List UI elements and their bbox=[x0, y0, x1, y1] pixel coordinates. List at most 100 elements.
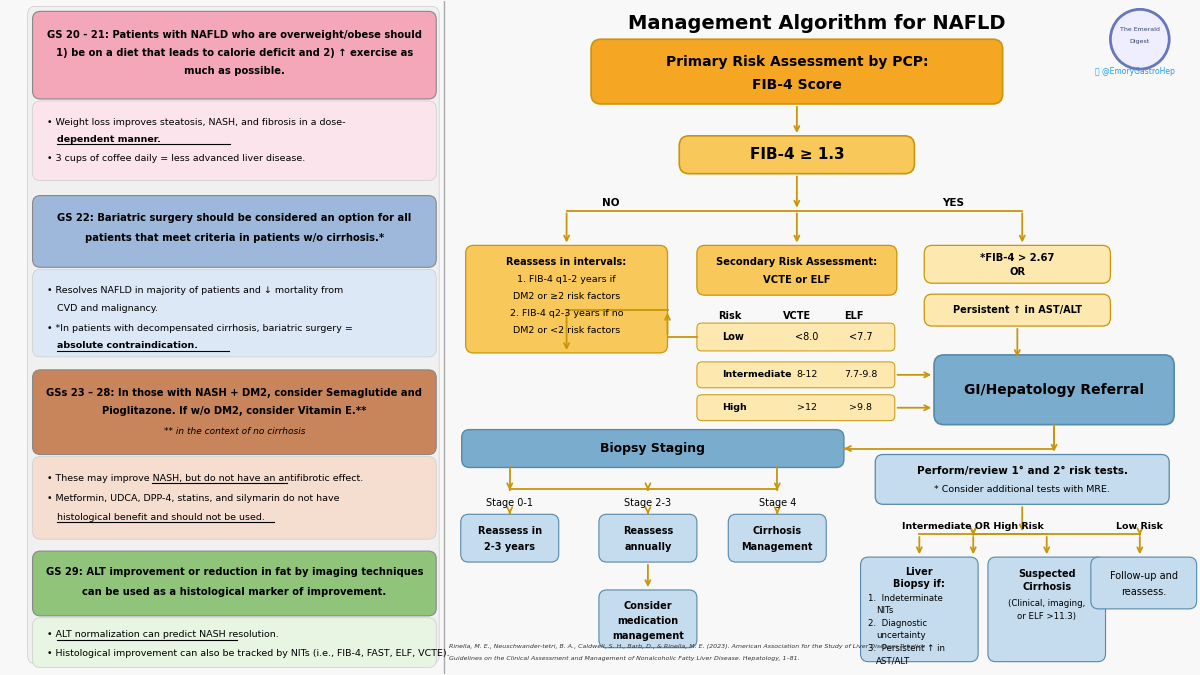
Text: • Weight loss improves steatosis, NASH, and fibrosis in a dose-: • Weight loss improves steatosis, NASH, … bbox=[47, 118, 346, 128]
Text: Suspected: Suspected bbox=[1018, 569, 1075, 579]
Text: High: High bbox=[722, 403, 748, 412]
Text: >12: >12 bbox=[797, 403, 817, 412]
Text: 8-12: 8-12 bbox=[796, 371, 817, 379]
Text: GS 22: Bariatric surgery should be considered an option for all: GS 22: Bariatric surgery should be consi… bbox=[58, 213, 412, 223]
Text: <8.0: <8.0 bbox=[794, 332, 818, 342]
FancyBboxPatch shape bbox=[697, 362, 895, 388]
Text: AST/ALT: AST/ALT bbox=[876, 656, 911, 665]
Text: NITs: NITs bbox=[876, 606, 894, 616]
Text: Biopsy Staging: Biopsy Staging bbox=[600, 442, 706, 455]
FancyBboxPatch shape bbox=[934, 355, 1174, 425]
FancyBboxPatch shape bbox=[599, 590, 697, 648]
Text: 3.  Persistent ↑ in: 3. Persistent ↑ in bbox=[869, 644, 946, 653]
Text: Management: Management bbox=[742, 542, 814, 552]
FancyBboxPatch shape bbox=[32, 618, 437, 668]
Text: • Metformin, UDCA, DPP-4, statins, and silymarin do not have: • Metformin, UDCA, DPP-4, statins, and s… bbox=[47, 494, 340, 503]
Circle shape bbox=[1110, 9, 1169, 69]
FancyBboxPatch shape bbox=[875, 454, 1169, 504]
Text: annually: annually bbox=[624, 542, 672, 552]
Text: OR: OR bbox=[1009, 267, 1025, 277]
Text: NO: NO bbox=[602, 198, 619, 207]
Text: VCTE or ELF: VCTE or ELF bbox=[763, 275, 830, 286]
Text: • 3 cups of coffee daily = less advanced liver disease.: • 3 cups of coffee daily = less advanced… bbox=[47, 155, 306, 163]
Text: Cirrhosis: Cirrhosis bbox=[752, 526, 802, 536]
Text: dependent manner.: dependent manner. bbox=[58, 135, 161, 144]
FancyBboxPatch shape bbox=[679, 136, 914, 173]
Text: Liver: Liver bbox=[906, 567, 934, 577]
Text: Reassess in: Reassess in bbox=[478, 526, 542, 536]
Text: Reassess in intervals:: Reassess in intervals: bbox=[506, 257, 626, 267]
Text: Intermediate OR High Risk: Intermediate OR High Risk bbox=[902, 522, 1044, 531]
FancyBboxPatch shape bbox=[32, 370, 437, 454]
FancyBboxPatch shape bbox=[697, 323, 895, 351]
Text: Reassess: Reassess bbox=[623, 526, 673, 536]
FancyBboxPatch shape bbox=[32, 11, 437, 99]
FancyBboxPatch shape bbox=[32, 101, 437, 181]
FancyBboxPatch shape bbox=[924, 294, 1110, 326]
FancyBboxPatch shape bbox=[28, 6, 439, 664]
Text: Persistent ↑ in AST/ALT: Persistent ↑ in AST/ALT bbox=[953, 305, 1082, 315]
FancyBboxPatch shape bbox=[32, 551, 437, 616]
Text: ** in the context of no cirrhosis: ** in the context of no cirrhosis bbox=[163, 427, 305, 436]
FancyBboxPatch shape bbox=[462, 429, 844, 468]
Text: 2.  Diagnostic: 2. Diagnostic bbox=[869, 620, 928, 628]
FancyBboxPatch shape bbox=[466, 246, 667, 353]
FancyBboxPatch shape bbox=[860, 557, 978, 662]
FancyBboxPatch shape bbox=[697, 246, 896, 295]
Text: ELF: ELF bbox=[844, 311, 864, 321]
Text: • ALT normalization can predict NASH resolution.: • ALT normalization can predict NASH res… bbox=[47, 630, 278, 639]
Text: • Resolves NAFLD in majority of patients and ↓ mortality from: • Resolves NAFLD in majority of patients… bbox=[47, 286, 343, 295]
Text: FIB-4 ≥ 1.3: FIB-4 ≥ 1.3 bbox=[750, 147, 844, 162]
Text: GSs 23 – 28: In those with NASH + DM2, consider Semaglutide and: GSs 23 – 28: In those with NASH + DM2, c… bbox=[47, 387, 422, 398]
Text: Stage 4: Stage 4 bbox=[758, 498, 796, 508]
Text: * Consider additional tests with MRE.: * Consider additional tests with MRE. bbox=[935, 485, 1110, 494]
Text: histological benefit and should not be used.: histological benefit and should not be u… bbox=[58, 513, 265, 522]
Text: (Clinical, imaging,: (Clinical, imaging, bbox=[1008, 599, 1085, 608]
Text: Guidelines on the Clinical Assessment and Management of Nonalcoholic Fatty Liver: Guidelines on the Clinical Assessment an… bbox=[449, 656, 799, 662]
Text: patients that meet criteria in patients w/o cirrhosis.*: patients that meet criteria in patients … bbox=[85, 234, 384, 244]
Text: uncertainty: uncertainty bbox=[876, 631, 926, 641]
Text: DM2 or <2 risk factors: DM2 or <2 risk factors bbox=[512, 325, 620, 335]
Text: Secondary Risk Assessment:: Secondary Risk Assessment: bbox=[716, 257, 877, 267]
Text: Intermediate: Intermediate bbox=[722, 371, 792, 379]
Text: VCTE: VCTE bbox=[782, 311, 811, 321]
Text: Low Risk: Low Risk bbox=[1116, 522, 1163, 531]
FancyBboxPatch shape bbox=[988, 557, 1105, 662]
FancyBboxPatch shape bbox=[924, 246, 1110, 284]
FancyBboxPatch shape bbox=[32, 269, 437, 357]
Text: • Histological improvement can also be tracked by NITs (i.e., FIB-4, FAST, ELF, : • Histological improvement can also be t… bbox=[47, 649, 450, 658]
Text: Perform/review 1° and 2° risk tests.: Perform/review 1° and 2° risk tests. bbox=[917, 466, 1128, 477]
FancyBboxPatch shape bbox=[697, 395, 895, 421]
Text: management: management bbox=[612, 630, 684, 641]
Text: <7.7: <7.7 bbox=[848, 332, 872, 342]
Text: 2. FIB-4 q2-3 years if no: 2. FIB-4 q2-3 years if no bbox=[510, 308, 623, 318]
Text: Cirrhosis: Cirrhosis bbox=[1022, 582, 1072, 592]
Text: Follow-up and: Follow-up and bbox=[1110, 571, 1177, 581]
FancyBboxPatch shape bbox=[32, 456, 437, 539]
Text: 🐦 @EmoryGastroHep: 🐦 @EmoryGastroHep bbox=[1094, 67, 1175, 76]
Text: Digest: Digest bbox=[1129, 38, 1150, 44]
Text: Stage 2-3: Stage 2-3 bbox=[624, 498, 672, 508]
Text: 1) be on a diet that leads to calorie deficit and 2) ↑ exercise as: 1) be on a diet that leads to calorie de… bbox=[55, 48, 413, 58]
Text: DM2 or ≥2 risk factors: DM2 or ≥2 risk factors bbox=[512, 292, 620, 300]
Text: Consider: Consider bbox=[624, 601, 672, 611]
Text: 1.  Indeterminate: 1. Indeterminate bbox=[869, 595, 943, 603]
FancyBboxPatch shape bbox=[728, 514, 827, 562]
FancyBboxPatch shape bbox=[1091, 557, 1196, 609]
Text: >9.8: >9.8 bbox=[850, 403, 872, 412]
Text: GI/Hepatology Referral: GI/Hepatology Referral bbox=[964, 383, 1144, 397]
Text: Pioglitazone. If w/o DM2, consider Vitamin E.**: Pioglitazone. If w/o DM2, consider Vitam… bbox=[102, 406, 367, 416]
Text: Stage 0-1: Stage 0-1 bbox=[486, 498, 533, 508]
Text: 7.7-9.8: 7.7-9.8 bbox=[844, 371, 877, 379]
FancyBboxPatch shape bbox=[461, 514, 559, 562]
Text: Risk: Risk bbox=[719, 311, 742, 321]
Text: FIB-4 Score: FIB-4 Score bbox=[752, 78, 841, 92]
Text: Low: Low bbox=[722, 332, 744, 342]
Text: GS 29: ALT improvement or reduction in fat by imaging techniques: GS 29: ALT improvement or reduction in f… bbox=[46, 567, 424, 577]
Text: GS 20 - 21: Patients with NAFLD who are overweight/obese should: GS 20 - 21: Patients with NAFLD who are … bbox=[47, 30, 422, 40]
FancyBboxPatch shape bbox=[592, 39, 1003, 104]
Text: The Emerald: The Emerald bbox=[1120, 27, 1159, 32]
Text: medication: medication bbox=[617, 616, 678, 626]
Text: reassess.: reassess. bbox=[1121, 587, 1166, 597]
Text: Management Algorithm for NAFLD: Management Algorithm for NAFLD bbox=[628, 14, 1006, 33]
